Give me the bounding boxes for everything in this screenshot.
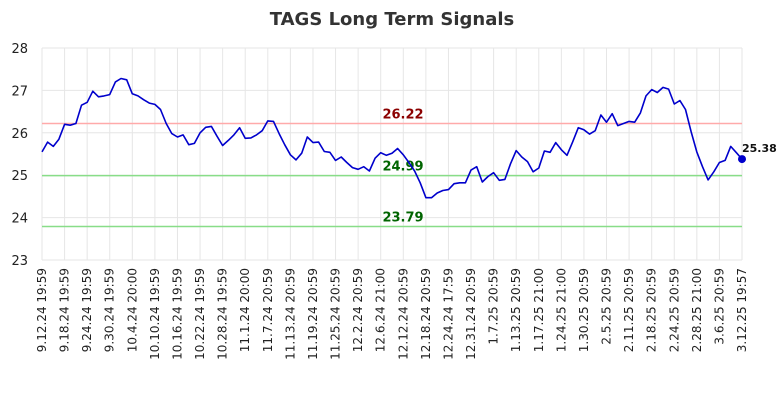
axes: 23 24 25 26 27 28 9.12.24 19:59 9.18.24 19:59 9.… (11, 42, 749, 360)
x-tick-label: 10.4.24 20:00 (125, 268, 139, 352)
y-tick-label: 27 (11, 84, 28, 99)
x-tick-label: 2.28.25 21:00 (690, 268, 704, 352)
chart-title: TAGS Long Term Signals (270, 9, 514, 30)
signal-lines: 26.22 24.99 23.79 (42, 107, 742, 228)
x-tick-label: 12.24.24 17:59 (441, 268, 455, 360)
x-tick-label: 12.6.24 21:00 (374, 268, 388, 352)
x-tick-label: 12.18.24 20:59 (419, 268, 433, 360)
y-tick-label: 28 (11, 42, 28, 57)
x-tick-label: 2.5.25 20:59 (600, 268, 614, 345)
x-tick-label: 1.7.25 20:59 (487, 268, 501, 345)
x-tick-label: 9.12.24 19:59 (35, 268, 49, 352)
x-tick-label: 10.22.24 19:59 (193, 268, 207, 360)
x-tick-label: 9.18.24 19:59 (58, 268, 72, 352)
x-tick-label: 1.30.25 20:59 (577, 268, 591, 352)
x-tick-label: 9.30.24 19:59 (103, 268, 117, 352)
x-tick-label: 12.12.24 20:59 (396, 268, 410, 360)
x-tick-label: 2.24.25 20:59 (667, 268, 681, 352)
y-tick-label: 24 (11, 212, 28, 227)
x-tick-label: 3.12.25 19:57 (735, 268, 749, 352)
x-tick-label: 1.17.25 21:00 (532, 268, 546, 352)
x-tick-label: 3.6.25 20:59 (712, 268, 726, 345)
x-tick-label: 2.11.25 20:59 (622, 268, 636, 352)
series-line (41, 77, 743, 199)
grid (41, 47, 743, 261)
signal-line-label: 24.99 (382, 160, 423, 175)
y-tick-label: 26 (11, 127, 28, 142)
x-tick-label: 10.10.24 19:59 (148, 268, 162, 360)
y-tick-label: 23 (11, 254, 28, 269)
x-tick-label: 1.24.25 21:00 (554, 268, 568, 352)
x-tick-label: 12.31.24 20:59 (464, 268, 478, 360)
x-tick-label: 11.25.24 20:59 (329, 268, 343, 360)
x-tick-label: 11.13.24 20:59 (283, 268, 297, 360)
y-tick-label: 25 (11, 169, 28, 184)
x-tick-label: 2.18.25 20:59 (645, 268, 659, 352)
x-tick-label: 1.13.25 20:59 (509, 268, 523, 352)
last-value-label: 25.38 (742, 142, 777, 155)
x-tick-label: 12.2.24 20:59 (351, 268, 365, 352)
last-value-marker (738, 155, 746, 164)
x-tick-label: 11.19.24 20:59 (306, 268, 320, 360)
signal-line-label: 23.79 (382, 211, 423, 226)
x-tick-label: 11.7.24 20:59 (261, 268, 275, 352)
price-series: 25.38 (41, 77, 777, 199)
signal-line-label: 26.22 (382, 107, 423, 122)
x-tick-label: 10.28.24 19:59 (216, 268, 230, 360)
x-tick-label: 9.24.24 19:59 (80, 268, 94, 352)
x-tick-label: 11.1.24 20:00 (238, 268, 252, 352)
x-tick-label: 10.16.24 19:59 (170, 268, 184, 360)
